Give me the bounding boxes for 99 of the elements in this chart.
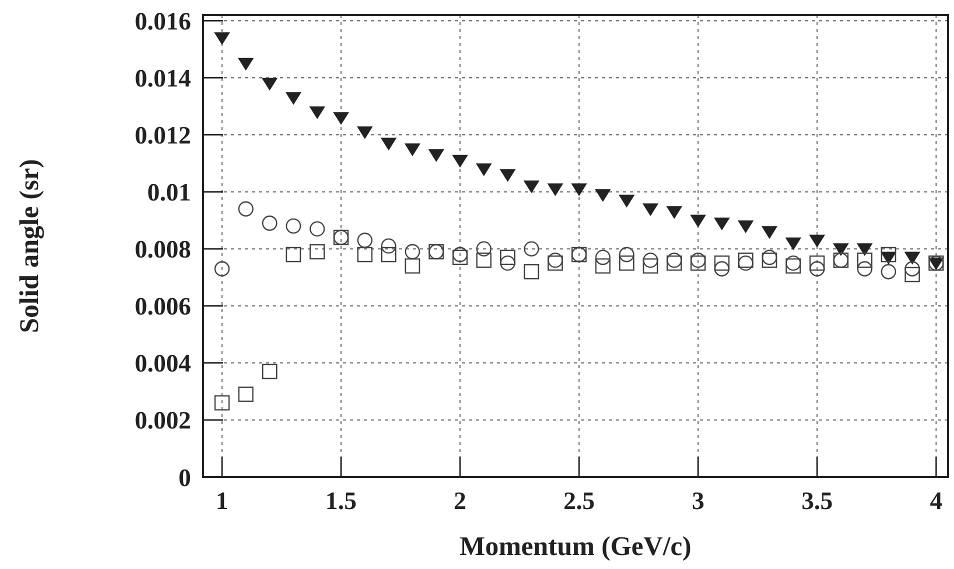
point: [310, 244, 325, 260]
x-tick-label: 3.5: [801, 488, 833, 515]
y-tick-label: 0.004: [134, 350, 192, 378]
point: [666, 206, 682, 219]
x-tick-label: 2: [454, 488, 466, 515]
point: [452, 250, 468, 266]
point: [761, 226, 778, 239]
point: [857, 252, 872, 268]
x-tick-label: 2.5: [563, 488, 595, 515]
point: [571, 183, 588, 196]
point: [857, 261, 872, 276]
point: [476, 241, 492, 256]
point: [428, 149, 444, 162]
point: [381, 238, 396, 254]
point: [809, 234, 826, 248]
x-tick-label: 4: [930, 488, 943, 515]
point: [642, 203, 658, 216]
point: [904, 261, 920, 276]
point: [238, 201, 254, 217]
point: [880, 252, 896, 265]
point: [214, 32, 230, 46]
point: [619, 246, 634, 262]
point: [381, 246, 396, 262]
point: [904, 252, 920, 265]
point: [690, 214, 706, 228]
point: [238, 386, 254, 402]
point: [786, 258, 801, 274]
point: [357, 232, 373, 248]
point: [738, 220, 754, 234]
point: [785, 238, 802, 250]
point: [548, 252, 563, 268]
point: [738, 252, 754, 268]
y-tick-label: 0.012: [134, 122, 191, 150]
point: [856, 243, 873, 256]
point: [642, 258, 658, 274]
point: [357, 246, 373, 262]
x-tick-label: 1.5: [325, 488, 357, 515]
point: [500, 169, 516, 182]
point: [666, 255, 682, 271]
x-tick-label: 3: [692, 488, 704, 515]
point: [404, 143, 420, 156]
point: [642, 252, 658, 268]
point: [452, 154, 468, 168]
point: [714, 218, 730, 230]
point: [238, 58, 254, 71]
point: [548, 255, 563, 271]
point: [286, 218, 302, 234]
point: [285, 92, 302, 105]
point: [309, 106, 326, 120]
point: [524, 241, 540, 256]
point: [595, 250, 611, 266]
point: [476, 163, 492, 176]
point: [262, 78, 278, 91]
y-tick-label: 0: [178, 464, 191, 492]
point: [452, 246, 468, 262]
point: [738, 255, 754, 271]
point: [880, 264, 896, 280]
point: [310, 221, 325, 237]
x-tick-label: 1: [216, 488, 228, 515]
point: [690, 255, 706, 271]
point: [380, 138, 397, 151]
point: [404, 258, 420, 274]
y-tick-label: 0.016: [134, 8, 191, 36]
point: [618, 194, 635, 208]
point: [523, 180, 540, 194]
point: [880, 246, 896, 262]
point: [262, 216, 278, 231]
point: [809, 255, 825, 271]
point: [714, 255, 730, 271]
point: [666, 252, 682, 268]
point: [832, 243, 849, 256]
point: [214, 395, 230, 410]
point: [404, 244, 420, 260]
y-tick-label: 0.006: [134, 294, 191, 321]
point: [524, 264, 540, 280]
point: [594, 189, 611, 202]
point: [500, 250, 516, 266]
point: [904, 266, 920, 282]
point: [356, 126, 373, 140]
point: [262, 364, 278, 380]
point: [619, 255, 634, 271]
y-tick-label: 0.014: [134, 65, 192, 92]
point: [547, 183, 564, 196]
point: [286, 246, 302, 262]
y-tick-label: 0.002: [134, 408, 191, 435]
point: [786, 255, 801, 271]
x-axis-title: Momentum (GeV/c): [460, 531, 692, 561]
point: [762, 252, 778, 268]
point: [595, 258, 611, 274]
point: [476, 252, 492, 268]
point: [333, 112, 350, 125]
point: [809, 261, 825, 276]
y-tick-label: 0.01: [147, 180, 191, 207]
y-axis-title: Solid angle (sr): [14, 158, 44, 334]
point: [714, 261, 730, 276]
y-tick-label: 0.008: [134, 236, 191, 264]
point: [500, 255, 516, 271]
point: [214, 261, 230, 276]
point: [762, 250, 778, 266]
